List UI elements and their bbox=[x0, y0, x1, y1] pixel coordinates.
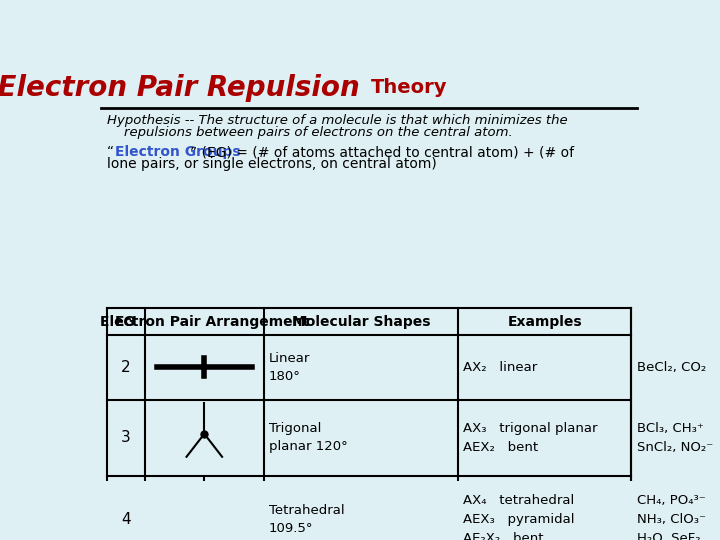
Text: BCl₃, CH₃⁺
SnCl₂, NO₂⁻: BCl₃, CH₃⁺ SnCl₂, NO₂⁻ bbox=[637, 422, 713, 454]
Text: ” (EG) = (# of atoms attached to central atom) + (# of: ” (EG) = (# of atoms attached to central… bbox=[190, 145, 574, 159]
Text: AX₃   trigonal planar
AEX₂   bent: AX₃ trigonal planar AEX₂ bent bbox=[463, 422, 597, 454]
Text: 4: 4 bbox=[121, 511, 130, 526]
Text: Trigonal
planar 120°: Trigonal planar 120° bbox=[269, 422, 347, 454]
Text: Examples: Examples bbox=[508, 315, 582, 328]
Text: EG: EG bbox=[115, 315, 136, 328]
Text: Hypothesis -- The structure of a molecule is that which minimizes the: Hypothesis -- The structure of a molecul… bbox=[107, 114, 567, 127]
Text: “: “ bbox=[107, 145, 114, 159]
Text: Tetrahedral
109.5°: Tetrahedral 109.5° bbox=[269, 504, 344, 535]
Polygon shape bbox=[171, 513, 204, 535]
Text: Theory: Theory bbox=[371, 78, 447, 97]
Text: 2: 2 bbox=[121, 360, 130, 375]
Text: repulsions between pairs of electrons on the central atom.: repulsions between pairs of electrons on… bbox=[107, 126, 513, 139]
Text: BeCl₂, CO₂: BeCl₂, CO₂ bbox=[637, 361, 706, 374]
Text: lone pairs, or single electrons, on central atom): lone pairs, or single electrons, on cent… bbox=[107, 157, 436, 171]
Text: CH₄, PO₄³⁻
NH₃, ClO₃⁻
H₂O, SeF₂: CH₄, PO₄³⁻ NH₃, ClO₃⁻ H₂O, SeF₂ bbox=[637, 494, 706, 540]
Text: Linear
180°: Linear 180° bbox=[269, 352, 310, 383]
Text: AX₄   tetrahedral
AEX₃   pyramidal
AE₂X₂   bent: AX₄ tetrahedral AEX₃ pyramidal AE₂X₂ ben… bbox=[463, 494, 574, 540]
Text: Molecular Shapes: Molecular Shapes bbox=[292, 315, 431, 328]
Text: AX₂   linear: AX₂ linear bbox=[463, 361, 537, 374]
Text: Valence Shell Electron Pair Repulsion: Valence Shell Electron Pair Repulsion bbox=[0, 73, 369, 102]
Text: 3: 3 bbox=[121, 430, 130, 445]
Text: Electron Pair Arrangement: Electron Pair Arrangement bbox=[100, 315, 309, 328]
Text: Electron Groups: Electron Groups bbox=[114, 145, 240, 159]
